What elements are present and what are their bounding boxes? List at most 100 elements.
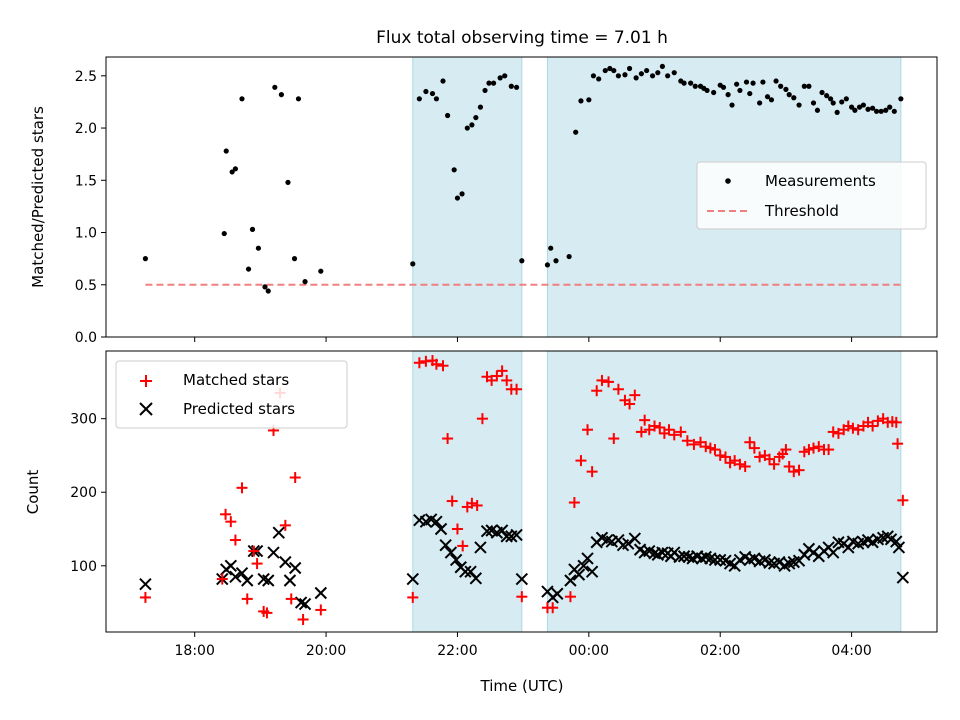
measurement-point xyxy=(469,122,475,128)
measurement-point xyxy=(278,92,284,98)
measurement-point xyxy=(459,191,465,197)
measurement-point xyxy=(596,76,602,82)
measurement-point xyxy=(830,100,836,106)
matched-stars-point xyxy=(446,495,458,507)
measurement-point xyxy=(318,268,324,274)
bottom-y-axis: 100 200 300 xyxy=(70,412,106,575)
predicted-stars-point xyxy=(585,565,599,578)
predicted-stars-point xyxy=(235,566,249,580)
matched-stars-point xyxy=(251,558,263,570)
measurement-point xyxy=(849,104,855,110)
predicted-stars-point xyxy=(229,570,242,584)
matched-stars-point xyxy=(591,385,603,397)
x-tick-label: 20:00 xyxy=(306,643,346,659)
legend-measurements-label: Measurements xyxy=(765,172,876,190)
measurement-point xyxy=(239,96,245,102)
y-tick-label: 0.0 xyxy=(75,330,97,346)
measurement-point xyxy=(773,78,779,84)
predicted-stars-point xyxy=(564,574,577,587)
measurement-point xyxy=(734,81,740,87)
measurement-point xyxy=(590,73,597,79)
matched-stars-point xyxy=(823,444,835,456)
measurement-point xyxy=(626,65,633,72)
bottom-legend: Matched stars Predicted stars xyxy=(115,360,348,429)
top-y-axis: 0.0 0.5 1.0 1.5 2.0 2.5 xyxy=(75,69,106,346)
matched-stars-point xyxy=(229,534,241,546)
matched-stars-point xyxy=(872,415,884,427)
measurement-point xyxy=(659,63,666,70)
predicted-stars-point xyxy=(708,553,722,567)
matched-stars-point xyxy=(688,438,700,450)
matched-stars-point xyxy=(612,383,624,395)
predicted-stars-point xyxy=(294,596,308,609)
predicted-stars-point xyxy=(628,532,642,545)
predicted-stars-point xyxy=(314,586,328,600)
measurement-point xyxy=(834,109,840,115)
matched-stars-point xyxy=(681,435,693,447)
x-tick-label: 02:00 xyxy=(700,643,740,659)
measurement-point xyxy=(513,84,520,90)
measurement-point xyxy=(429,90,436,97)
measurement-point xyxy=(786,92,792,98)
predicted-stars-point xyxy=(510,528,523,542)
predicted-stars-point xyxy=(892,541,906,554)
measurement-point xyxy=(671,70,677,76)
measurement-point xyxy=(433,96,440,102)
bottom-y-axis-label: Count xyxy=(24,470,42,515)
measurement-point xyxy=(768,97,775,103)
measurement-point xyxy=(681,80,687,86)
measurement-point xyxy=(566,253,572,260)
measurement-point xyxy=(898,96,904,102)
predicted-stars-point xyxy=(480,525,494,538)
matched-stars-point xyxy=(437,360,449,372)
matched-stars-point xyxy=(315,604,327,616)
measurement-point xyxy=(883,107,889,113)
measurement-point xyxy=(444,112,451,119)
measurement-point xyxy=(796,102,802,108)
legend-measurements-marker xyxy=(725,178,731,184)
matched-stars-point xyxy=(719,451,731,463)
matched-stars-point xyxy=(216,573,228,585)
predicted-stars-point xyxy=(474,541,487,554)
measurement-point xyxy=(423,88,429,95)
measurements-series xyxy=(142,63,904,294)
measurement-point xyxy=(814,107,821,113)
y-tick-label: 300 xyxy=(70,412,97,428)
legend-threshold-label: Threshold xyxy=(764,202,839,220)
matched-stars-point xyxy=(608,433,620,445)
matched-stars-point xyxy=(649,420,661,432)
matched-stars-point xyxy=(714,449,726,461)
matched-stars-point xyxy=(241,593,253,605)
predicted-stars-point xyxy=(763,556,776,570)
measurement-point xyxy=(615,73,621,79)
x-axis-label: Time (UTC) xyxy=(480,677,564,695)
measurement-point xyxy=(827,96,834,102)
bottom-panel: 100 200 300 18:00 20:00 22:00 00:00 02:00 04:00… xyxy=(24,350,938,695)
measurement-point xyxy=(747,90,753,97)
measurement-point xyxy=(548,245,554,251)
matched-stars-point xyxy=(629,389,641,401)
measurement-point xyxy=(852,107,858,113)
matched-stars-point xyxy=(793,464,805,476)
measurement-point xyxy=(692,83,698,89)
measurement-point xyxy=(464,125,470,131)
top-x-axis xyxy=(194,337,853,342)
measurement-point xyxy=(655,70,661,76)
measurement-point xyxy=(255,245,262,251)
matched-stars-point xyxy=(139,591,151,603)
measurement-point xyxy=(725,92,731,98)
measurement-point xyxy=(553,258,559,264)
measurement-point xyxy=(544,262,551,268)
predicted-stars-point xyxy=(439,538,452,552)
measurement-point xyxy=(265,288,271,294)
matched-stars-point xyxy=(596,374,608,386)
predicted-stars-point xyxy=(241,574,254,587)
measurement-point xyxy=(473,114,479,121)
measurement-point xyxy=(638,71,644,77)
measurement-point xyxy=(611,67,617,74)
matched-stars-point xyxy=(668,429,680,441)
measurement-point xyxy=(843,96,849,102)
predicted-stars-point xyxy=(139,577,152,591)
measurement-point xyxy=(711,89,717,96)
matched-stars-point xyxy=(827,426,839,438)
